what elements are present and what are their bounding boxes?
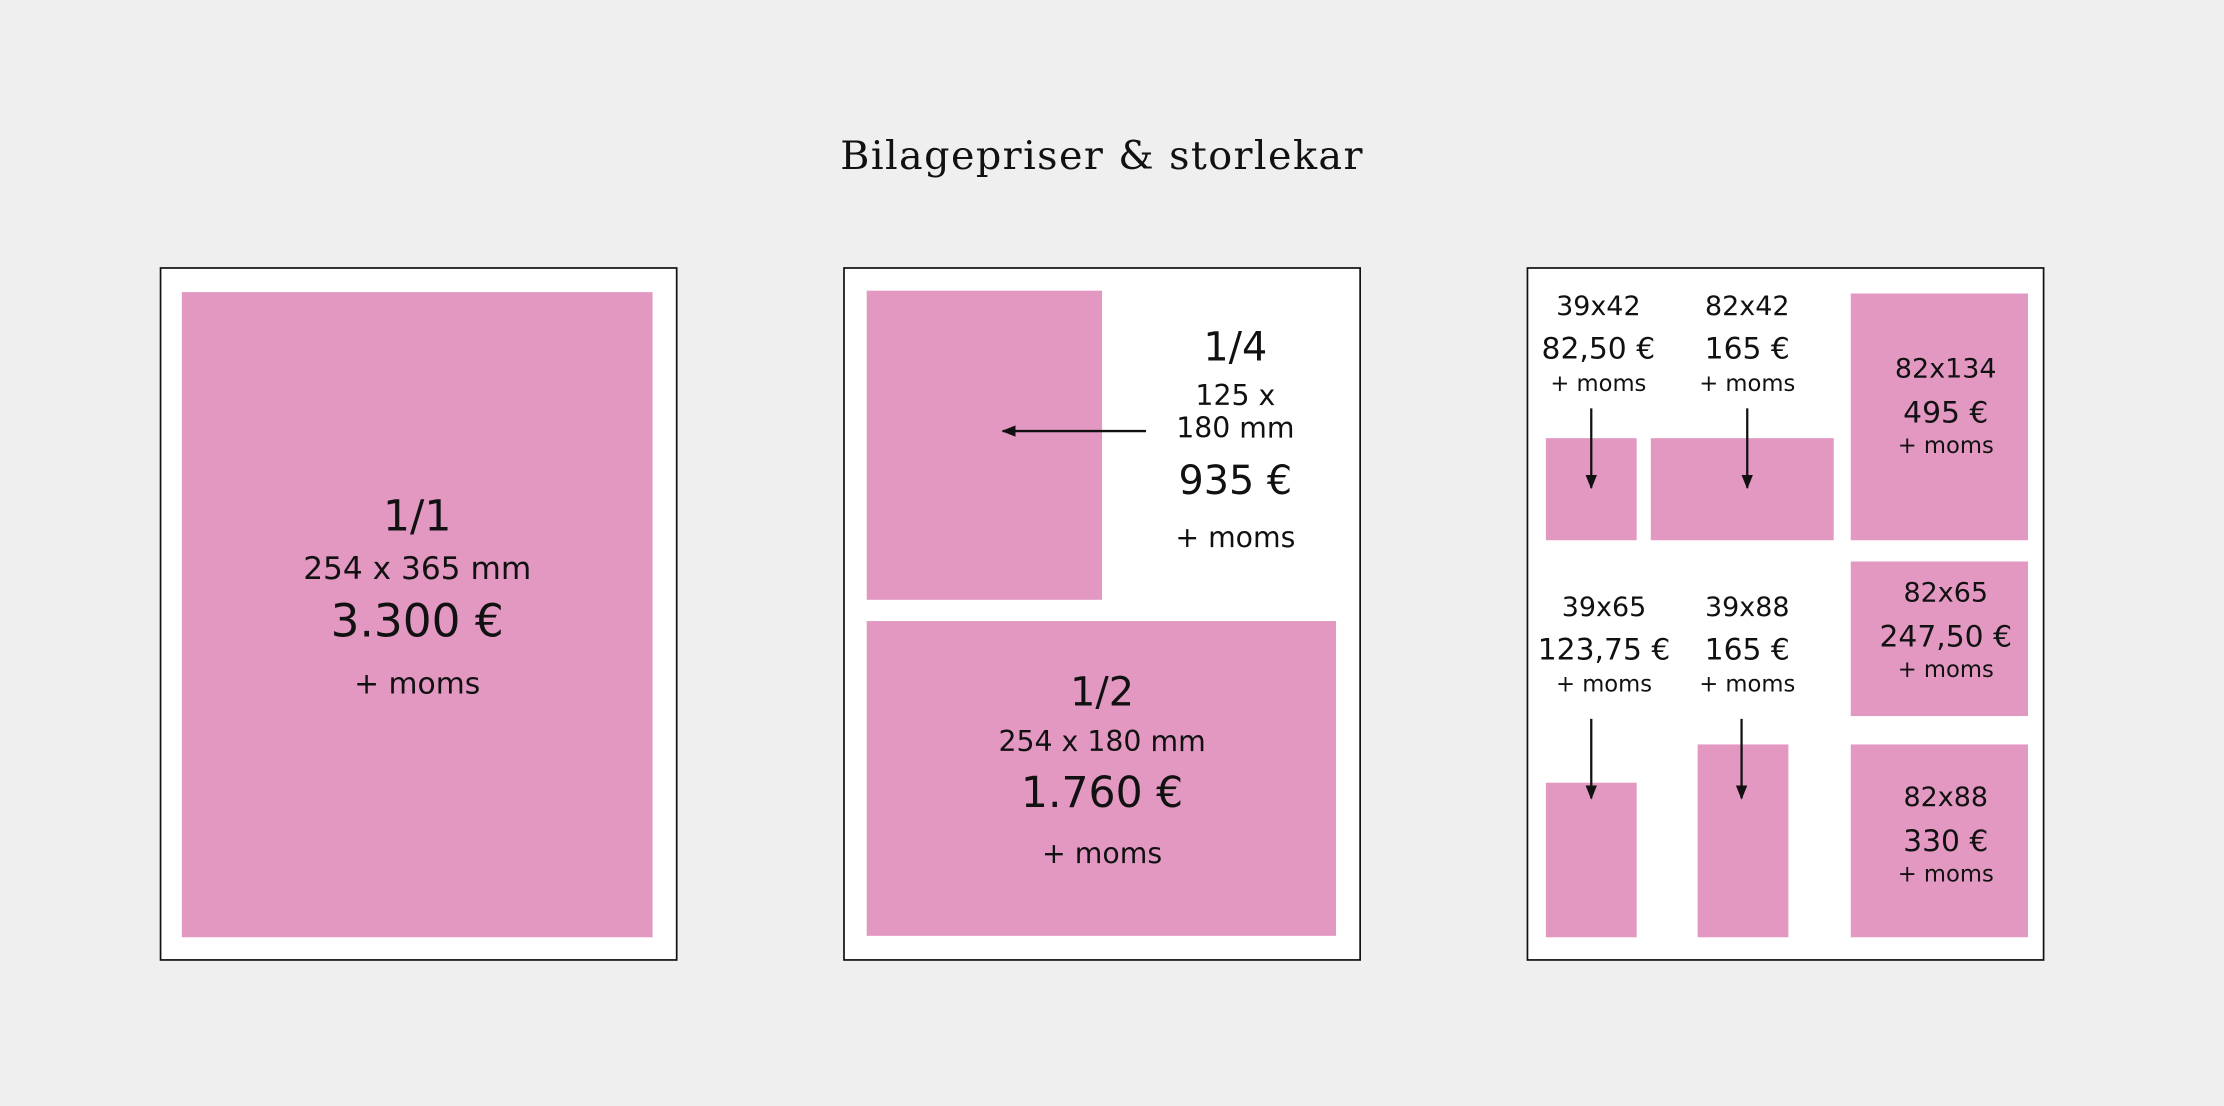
dimensions: 180 mm	[1176, 412, 1294, 445]
ad-area	[1850, 293, 2028, 541]
ad-area	[1850, 744, 2028, 938]
size-label: 39x88	[1705, 592, 1790, 623]
vat-note: + moms	[1898, 861, 1994, 887]
price: 165 €	[1705, 332, 1790, 367]
vat-note: + moms	[1898, 657, 1994, 683]
price: 495 €	[1903, 396, 1988, 431]
vat-note: + moms	[1898, 433, 1994, 459]
vat-note: + moms	[1699, 371, 1795, 397]
dimensions: 254 x 180 mm	[998, 725, 1205, 758]
size-label: 82x42	[1705, 291, 1790, 322]
size-label: 82x88	[1904, 782, 1989, 813]
vat-note: + moms	[1699, 671, 1795, 697]
price: 165 €	[1705, 632, 1790, 667]
size-label: 82x65	[1904, 578, 1989, 609]
title: Bilagepriser & storlekar	[840, 133, 1364, 179]
vat-note: + moms	[1175, 521, 1295, 554]
vat-note: + moms	[354, 666, 480, 701]
price: 123,75 €	[1538, 632, 1671, 667]
size-label: 39x65	[1562, 592, 1647, 623]
price: 1.760 €	[1021, 769, 1183, 818]
dimensions: 254 x 365 mm	[303, 551, 531, 587]
ad-area	[1850, 561, 2028, 717]
vat-note: + moms	[1550, 371, 1646, 397]
ad-area	[866, 621, 1337, 936]
size-label: 1/2	[1070, 669, 1134, 715]
ad-area	[866, 290, 1103, 600]
dimensions: 125 x	[1195, 379, 1275, 412]
ad-area	[1697, 744, 1789, 938]
size-label: 39x42	[1556, 291, 1641, 322]
ad-area	[1545, 782, 1637, 938]
size-label: 1/1	[383, 492, 451, 541]
size-label: 82x134	[1895, 354, 1997, 385]
ad-area	[1650, 438, 1834, 541]
price: 330 €	[1903, 824, 1988, 859]
price: 935 €	[1179, 458, 1293, 504]
vat-note: + moms	[1042, 837, 1162, 870]
price: 82,50 €	[1542, 332, 1656, 367]
price: 247,50 €	[1879, 620, 2012, 655]
size-label: 1/4	[1203, 325, 1267, 371]
ad-area	[181, 292, 653, 938]
vat-note: + moms	[1556, 671, 1652, 697]
price: 3.300 €	[331, 594, 504, 647]
